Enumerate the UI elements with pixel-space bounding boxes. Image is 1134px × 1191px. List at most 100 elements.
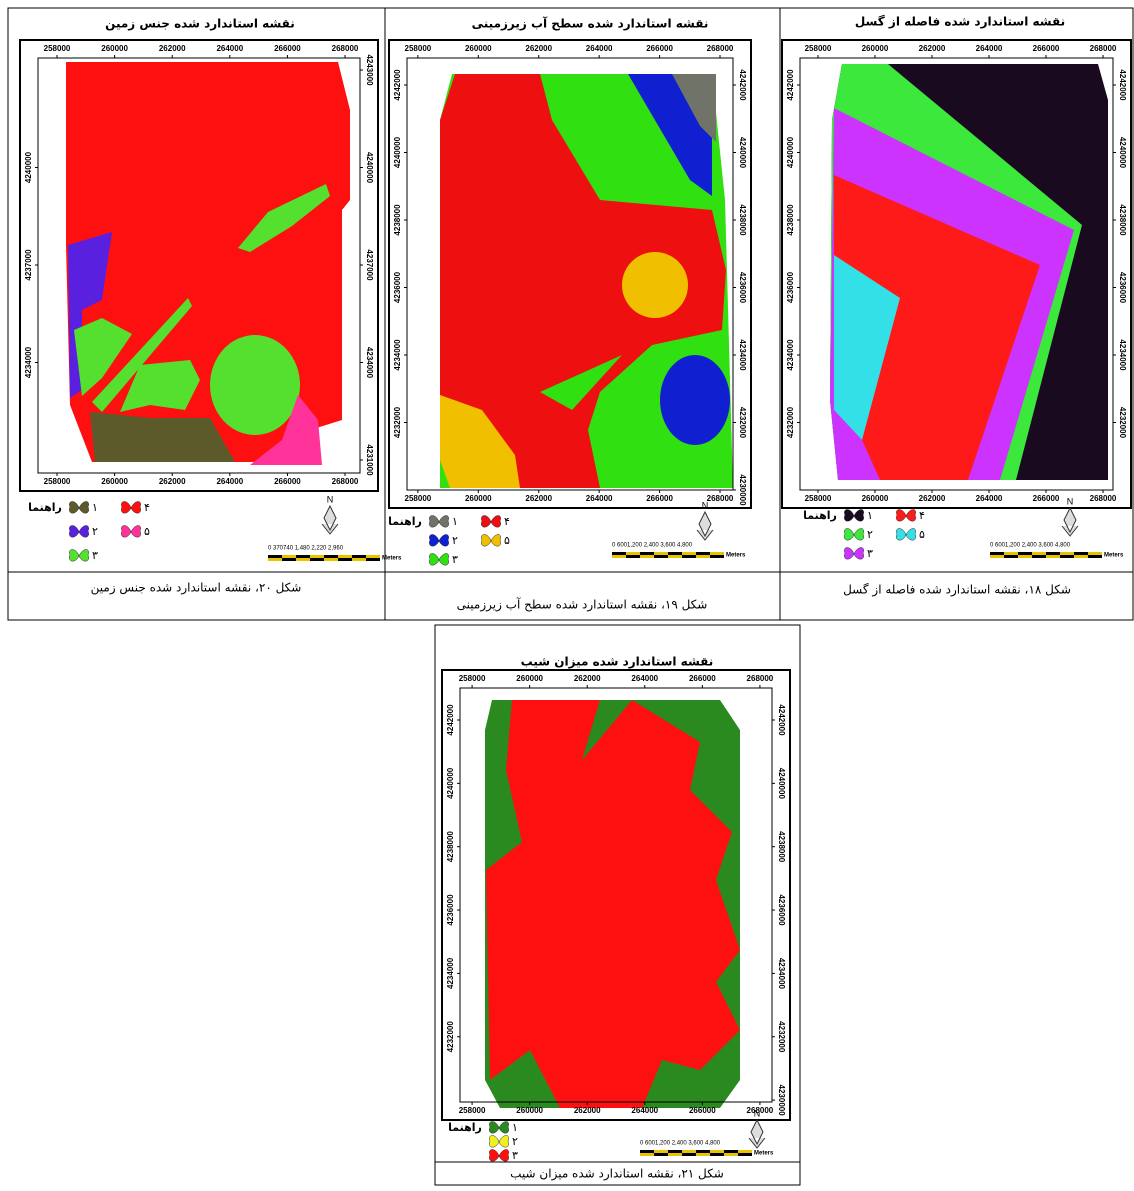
north-label: N <box>754 1108 761 1118</box>
scale-segment <box>682 552 696 555</box>
y-tick-label: 4238000 <box>393 204 402 236</box>
map-figure: نقشه استاندارد شده سطح آب زیرزمینی 258000… <box>388 16 752 613</box>
scale-segment <box>1088 555 1102 558</box>
scale-labels: 0 6001,200 2,400 3,600 4,800 <box>640 1141 721 1147</box>
scale-segment <box>324 555 338 558</box>
legend-swatch <box>429 553 449 566</box>
scale-segment <box>668 1150 682 1153</box>
x-tick-label: 262000 <box>574 1106 601 1115</box>
legend-swatch <box>121 525 141 538</box>
x-tick-label: 268000 <box>747 1106 774 1115</box>
scale-segment <box>626 555 640 558</box>
x-tick-label: 262000 <box>919 494 946 503</box>
legend-label: ۵ <box>144 525 150 538</box>
y-tick-label: 4234000 <box>1118 339 1127 371</box>
y-tick-label: 4240000 <box>393 136 402 168</box>
x-tick-label: 262000 <box>159 44 186 53</box>
scale-segment <box>654 552 668 555</box>
scale-segment <box>640 552 654 555</box>
x-tick-label: 268000 <box>747 674 774 683</box>
y-tick-label: 4242000 <box>777 704 786 736</box>
x-tick-label: 268000 <box>707 494 734 503</box>
y-tick-label: 4234000 <box>786 339 795 371</box>
north-arrow <box>748 1118 766 1149</box>
scale-segment <box>682 1150 696 1153</box>
legend-title: راهنما <box>803 509 837 522</box>
x-tick-label: 266000 <box>1033 44 1060 53</box>
y-tick-label: 4231000 <box>365 444 374 476</box>
scale-unit: Meters <box>726 553 746 559</box>
x-tick-label: 258000 <box>459 1106 486 1115</box>
scale-segment <box>724 1153 738 1156</box>
legend-label: ۵ <box>919 528 925 541</box>
legend-swatch <box>69 525 89 538</box>
scale-segment <box>1004 552 1018 555</box>
y-tick-label: 4238000 <box>738 204 747 236</box>
scale-segment <box>640 1153 654 1156</box>
x-tick-label: 258000 <box>44 44 71 53</box>
legend-label: ۲ <box>452 534 458 547</box>
scale-segment <box>1074 555 1088 558</box>
map-title: نقشه استاندارد شده سطح آب زیرزمینی <box>472 16 709 31</box>
y-tick-label: 4232000 <box>1118 407 1127 439</box>
scale-segment <box>1046 555 1060 558</box>
scale-segment <box>282 558 296 561</box>
scale-unit: Meters <box>1104 553 1124 559</box>
x-tick-label: 260000 <box>465 44 492 53</box>
scale-segment <box>640 1150 654 1153</box>
north-label: N <box>702 500 709 510</box>
scale-segment <box>296 558 310 561</box>
scale-segment <box>668 1153 682 1156</box>
x-tick-label: 264000 <box>631 1106 658 1115</box>
scale-segment <box>710 552 724 555</box>
figure-caption: شکل ۱۸، نقشه استاندارد شده فاصله از گسل <box>843 583 1071 598</box>
scale-segment <box>338 558 352 561</box>
map-region <box>834 175 1040 480</box>
legend-label: ۳ <box>92 549 98 562</box>
legend-label: ۲ <box>512 1135 518 1148</box>
y-tick-label: 4240000 <box>365 152 374 184</box>
legend-swatch <box>844 547 864 560</box>
scale-segment <box>682 1153 696 1156</box>
north-arrow <box>1061 506 1079 537</box>
scale-segment <box>612 552 626 555</box>
scale-segment <box>668 552 682 555</box>
figure-caption: شکل ۲۱، نقشه استاندارد شده میزان شیب <box>510 1167 724 1182</box>
legend-label: ۱ <box>867 509 873 522</box>
x-tick-label: 260000 <box>465 494 492 503</box>
y-tick-label: 4240000 <box>24 151 33 183</box>
legend-title: راهنما <box>448 1121 482 1134</box>
scale-labels: 0 6001,200 2,400 3,600 4,800 <box>990 543 1071 549</box>
scale-segment <box>696 555 710 558</box>
scale-segment <box>710 1150 724 1153</box>
scale-segment <box>324 558 338 561</box>
legend-swatch <box>489 1149 509 1162</box>
scale-segment <box>352 558 366 561</box>
x-tick-label: 268000 <box>1090 494 1117 503</box>
map-region <box>440 395 520 488</box>
map-region <box>250 395 322 465</box>
scale-segment <box>1074 552 1088 555</box>
y-tick-label: 4232000 <box>738 407 747 439</box>
map-region <box>834 255 900 440</box>
x-tick-label: 262000 <box>159 477 186 486</box>
scale-segment <box>1060 555 1074 558</box>
legend-label: ۳ <box>867 547 873 560</box>
legend-label: ۱ <box>92 501 98 514</box>
map-title: نقشه استاندارد شده فاصله از گسل <box>855 15 1065 29</box>
map-region <box>540 355 622 410</box>
north-arrow <box>696 510 714 541</box>
map-inner-frame <box>406 57 734 491</box>
map-region <box>672 74 716 142</box>
y-tick-label: 4236000 <box>738 272 747 304</box>
y-tick-label: 4243000 <box>365 54 374 86</box>
x-tick-label: 262000 <box>525 44 552 53</box>
scale-segment <box>654 555 668 558</box>
y-tick-label: 4237000 <box>24 249 33 281</box>
x-tick-label: 264000 <box>976 494 1003 503</box>
map-region <box>120 360 200 412</box>
map-inner-frame <box>799 57 1114 491</box>
scale-segment <box>1018 555 1032 558</box>
scale-segment <box>640 555 654 558</box>
